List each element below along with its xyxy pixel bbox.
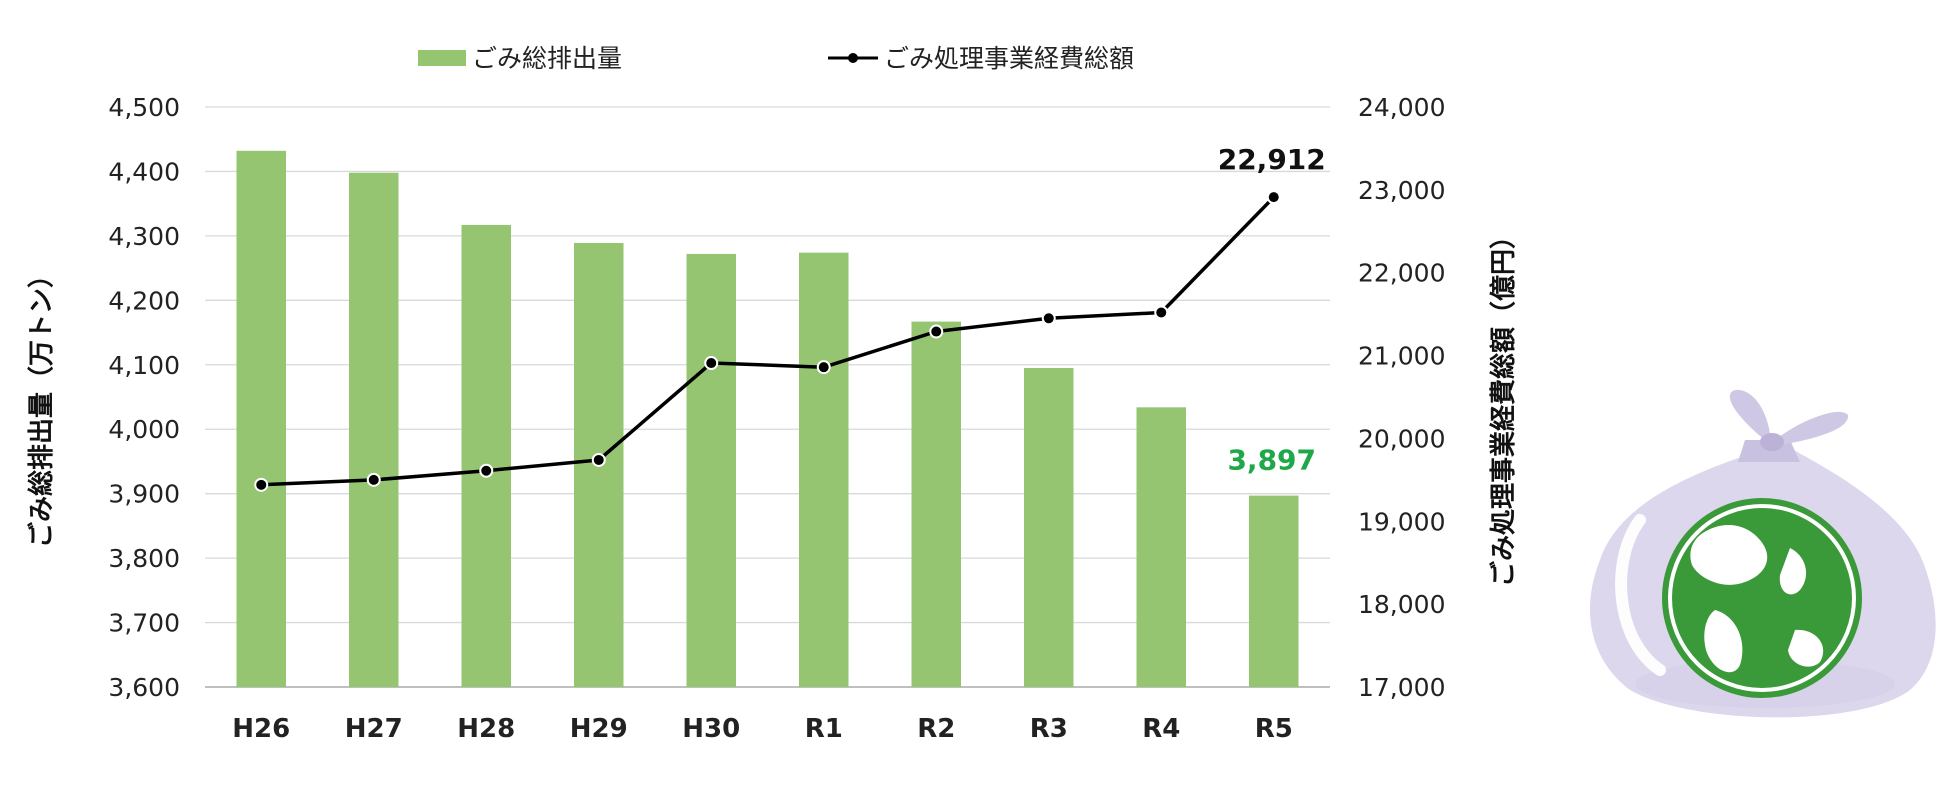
right-tick-label: 18,000	[1358, 590, 1445, 619]
bar-H27	[349, 172, 399, 687]
bar-H28	[461, 224, 511, 687]
data-label-cost: 22,912	[1218, 143, 1326, 176]
category-label: H26	[232, 714, 290, 744]
bar-R5	[1249, 495, 1299, 687]
line-point-H30	[704, 356, 719, 371]
left-tick-label: 4,400	[108, 157, 180, 186]
legend: ごみ総排出量 ごみ処理事業経費総額	[418, 44, 1134, 73]
left-tick-label: 4,300	[108, 222, 180, 251]
right-tick-label: 22,000	[1358, 259, 1445, 288]
legend-line-marker	[848, 53, 858, 63]
category-label: H30	[682, 714, 740, 744]
left-tick-label: 3,800	[108, 544, 180, 573]
category-label: R5	[1255, 714, 1293, 744]
bar-R3	[1024, 368, 1074, 687]
data-labels: 22,912 3,897	[1218, 143, 1326, 476]
garbage-bag-with-globe-icon	[1590, 389, 1936, 718]
category-label: R4	[1142, 714, 1180, 744]
left-tick-label: 4,200	[108, 286, 180, 315]
line-point-R3	[1041, 311, 1056, 326]
right-tick-label: 19,000	[1358, 507, 1445, 536]
legend-bar-swatch	[418, 50, 466, 66]
right-axis-ticks: 17,000 18,000 19,000 20,000 21,000 22,000 23,0…	[1358, 93, 1445, 702]
right-tick-label: 23,000	[1358, 176, 1445, 205]
data-label-waste: 3,897	[1227, 444, 1316, 477]
left-axis-ticks: 3,600 3,700 3,800 3,900 4,000 4,100 4,200 4,300…	[108, 93, 180, 702]
line-point-R1	[816, 360, 831, 375]
bar-H26	[236, 150, 286, 688]
category-axis-labels: H26 H27 H28 H29 H30 R1 R2 R3 R4 R5	[232, 714, 1293, 744]
right-tick-label: 17,000	[1358, 673, 1445, 702]
line-point-H26	[254, 477, 269, 492]
bar-R4	[1136, 407, 1186, 687]
line-series	[254, 190, 1281, 492]
left-tick-label: 4,100	[108, 351, 180, 380]
category-label: H28	[457, 714, 515, 744]
left-tick-label: 3,700	[108, 609, 180, 638]
left-tick-label: 4,000	[108, 415, 180, 444]
line-point-R4	[1154, 305, 1169, 320]
legend-line-label: ごみ処理事業経費総額	[884, 44, 1134, 73]
bar-series	[236, 150, 1299, 688]
category-label: H29	[570, 714, 628, 744]
line-point-H29	[591, 452, 606, 467]
line-point-H28	[479, 463, 494, 478]
right-axis-title: ごみ処理事業経費総額（億円）	[1488, 223, 1519, 587]
category-label: R1	[805, 714, 843, 744]
legend-bar-label: ごみ総排出量	[472, 44, 622, 73]
line-path	[261, 195, 1276, 487]
right-tick-label: 20,000	[1358, 424, 1445, 453]
line-point-R5	[1266, 190, 1281, 205]
bar-R2	[911, 321, 961, 687]
bar-H30	[686, 253, 736, 687]
category-label: R2	[917, 714, 955, 744]
left-tick-label: 3,900	[108, 480, 180, 509]
bar-R1	[799, 252, 849, 687]
left-axis-title: ごみ総排出量（万トン）	[26, 262, 57, 548]
left-tick-label: 3,600	[108, 673, 180, 702]
right-tick-label: 21,000	[1358, 342, 1445, 371]
right-tick-label: 24,000	[1358, 93, 1445, 122]
category-label: R3	[1030, 714, 1068, 744]
line-point-R2	[929, 324, 944, 339]
line-point-H27	[366, 472, 381, 487]
left-tick-label: 4,500	[108, 93, 180, 122]
category-label: H27	[345, 714, 403, 744]
